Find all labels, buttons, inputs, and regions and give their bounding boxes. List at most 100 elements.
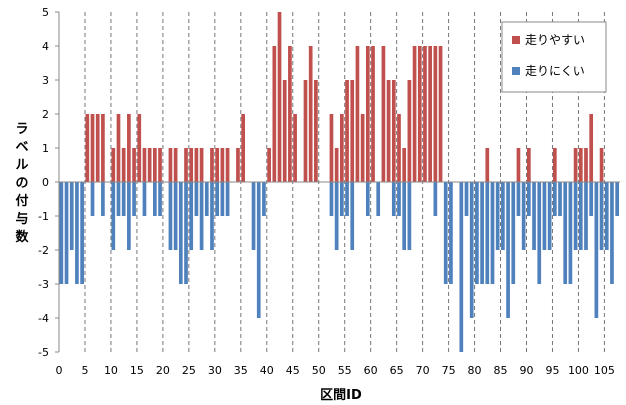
bar-hard-23 bbox=[178, 182, 183, 284]
bar-easy-22 bbox=[173, 148, 178, 182]
bar-hard-3 bbox=[75, 182, 79, 284]
bar-easy-53 bbox=[334, 148, 339, 182]
y-tick-label-3: 3 bbox=[42, 74, 49, 87]
bar-easy-47 bbox=[303, 80, 308, 182]
bar-easy-66 bbox=[402, 148, 407, 182]
bar-hard-19 bbox=[158, 182, 162, 216]
bar-hard-13 bbox=[127, 182, 131, 250]
bar-hard-104 bbox=[599, 182, 604, 250]
bar-easy-54 bbox=[340, 114, 344, 182]
bar-easy-42 bbox=[277, 12, 282, 182]
bar-hard-22 bbox=[173, 182, 178, 250]
y-tick-labels: 5 4 3 2 1 0 -1 -2 -3 -4 -5 bbox=[38, 6, 49, 359]
bar-easy-34 bbox=[236, 148, 240, 182]
bar-hard-88 bbox=[516, 182, 521, 216]
bar-easy-65 bbox=[397, 114, 401, 182]
bar-hard-67 bbox=[407, 182, 412, 250]
bar-hard-12 bbox=[121, 182, 126, 216]
y-tick-label--5: -5 bbox=[38, 346, 49, 359]
bar-hard-91 bbox=[532, 182, 536, 250]
bar-hard-81 bbox=[480, 182, 484, 284]
bar-hard-28 bbox=[204, 182, 209, 216]
bars bbox=[59, 12, 619, 352]
bar-easy-15 bbox=[137, 114, 142, 182]
x-tick-label-65: 65 bbox=[390, 364, 404, 377]
x-tick-label-70: 70 bbox=[416, 364, 430, 377]
bar-hard-24 bbox=[184, 182, 188, 284]
x-tick-label-35: 35 bbox=[234, 364, 248, 377]
x-tick-label-50: 50 bbox=[312, 364, 326, 377]
x-tick-label-25: 25 bbox=[182, 364, 196, 377]
bar-hard-96 bbox=[558, 182, 562, 216]
bar-hard-105 bbox=[604, 182, 609, 250]
bar-hard-38 bbox=[256, 182, 261, 318]
bar-hard-2 bbox=[69, 182, 74, 250]
bar-easy-48 bbox=[308, 46, 313, 182]
y-tick-label-1: 1 bbox=[42, 142, 49, 155]
bar-easy-16 bbox=[142, 148, 147, 182]
bar-easy-60 bbox=[371, 46, 375, 182]
bar-hard-52 bbox=[329, 182, 334, 216]
legend-swatch-hard bbox=[512, 67, 520, 75]
x-tick-label-0: 0 bbox=[56, 364, 63, 377]
bar-hard-16 bbox=[142, 182, 147, 216]
x-tick-labels: 0 5 10 15 20 25 30 35 40 45 50 55 60 65 70 75 80 85 90 95 10… bbox=[56, 364, 615, 377]
bar-easy-73 bbox=[438, 46, 443, 182]
bar-hard-86 bbox=[506, 182, 510, 318]
bar-easy-70 bbox=[423, 46, 427, 182]
bar-hard-93 bbox=[542, 182, 547, 250]
bar-hard-89 bbox=[521, 182, 526, 250]
bar-hard-102 bbox=[589, 182, 594, 216]
bar-easy-24 bbox=[184, 148, 188, 182]
bar-easy-27 bbox=[199, 148, 204, 182]
bar-easy-90 bbox=[527, 148, 531, 182]
bar-hard-79 bbox=[469, 182, 474, 318]
bar-easy-64 bbox=[391, 80, 396, 182]
bar-easy-31 bbox=[220, 148, 225, 182]
bar-easy-68 bbox=[412, 46, 417, 182]
bar-easy-102 bbox=[589, 114, 594, 182]
bar-easy-52 bbox=[329, 114, 334, 182]
bar-hard-53 bbox=[334, 182, 339, 250]
bar-easy-57 bbox=[355, 46, 360, 182]
bar-easy-49 bbox=[314, 80, 318, 182]
bar-hard-11 bbox=[116, 182, 121, 216]
legend-box bbox=[501, 21, 607, 93]
y-axis-title: ラベルの付与数 bbox=[15, 122, 29, 245]
x-tick-label-95: 95 bbox=[545, 364, 559, 377]
x-tick-label-85: 85 bbox=[494, 364, 508, 377]
bar-hard-87 bbox=[511, 182, 516, 284]
bar-easy-100 bbox=[578, 148, 583, 182]
bar-easy-6 bbox=[90, 114, 95, 182]
bar-hard-90 bbox=[527, 182, 531, 216]
bar-hard-14 bbox=[132, 182, 136, 216]
bar-hard-101 bbox=[584, 182, 588, 250]
legend: 走りやすい 走りにくい bbox=[501, 21, 607, 93]
x-tick-label-10: 10 bbox=[104, 364, 118, 377]
x-tick-label-100: 100 bbox=[568, 364, 589, 377]
bar-easy-8 bbox=[101, 114, 105, 182]
bar-easy-17 bbox=[147, 148, 152, 182]
x-tick-label-75: 75 bbox=[442, 364, 456, 377]
bar-hard-30 bbox=[215, 182, 220, 216]
bar-hard-84 bbox=[495, 182, 500, 250]
bar-hard-80 bbox=[475, 182, 479, 284]
bar-easy-95 bbox=[552, 148, 557, 182]
bar-easy-58 bbox=[360, 114, 365, 182]
bar-easy-14 bbox=[132, 148, 136, 182]
x-tick-label-80: 80 bbox=[468, 364, 482, 377]
bar-hard-0 bbox=[59, 182, 64, 284]
bar-hard-64 bbox=[391, 182, 396, 216]
x-tick-label-45: 45 bbox=[286, 364, 300, 377]
bar-hard-6 bbox=[90, 182, 95, 216]
bar-easy-13 bbox=[127, 114, 131, 182]
y-tick-label-0: 0 bbox=[42, 176, 49, 189]
bar-hard-65 bbox=[397, 182, 401, 216]
bar-easy-7 bbox=[95, 114, 100, 182]
bar-hard-85 bbox=[501, 182, 505, 250]
bar-hard-99 bbox=[573, 182, 578, 250]
y-tick-label--2: -2 bbox=[38, 244, 49, 257]
y-tick-label--3: -3 bbox=[38, 278, 49, 291]
bar-easy-104 bbox=[599, 148, 604, 182]
